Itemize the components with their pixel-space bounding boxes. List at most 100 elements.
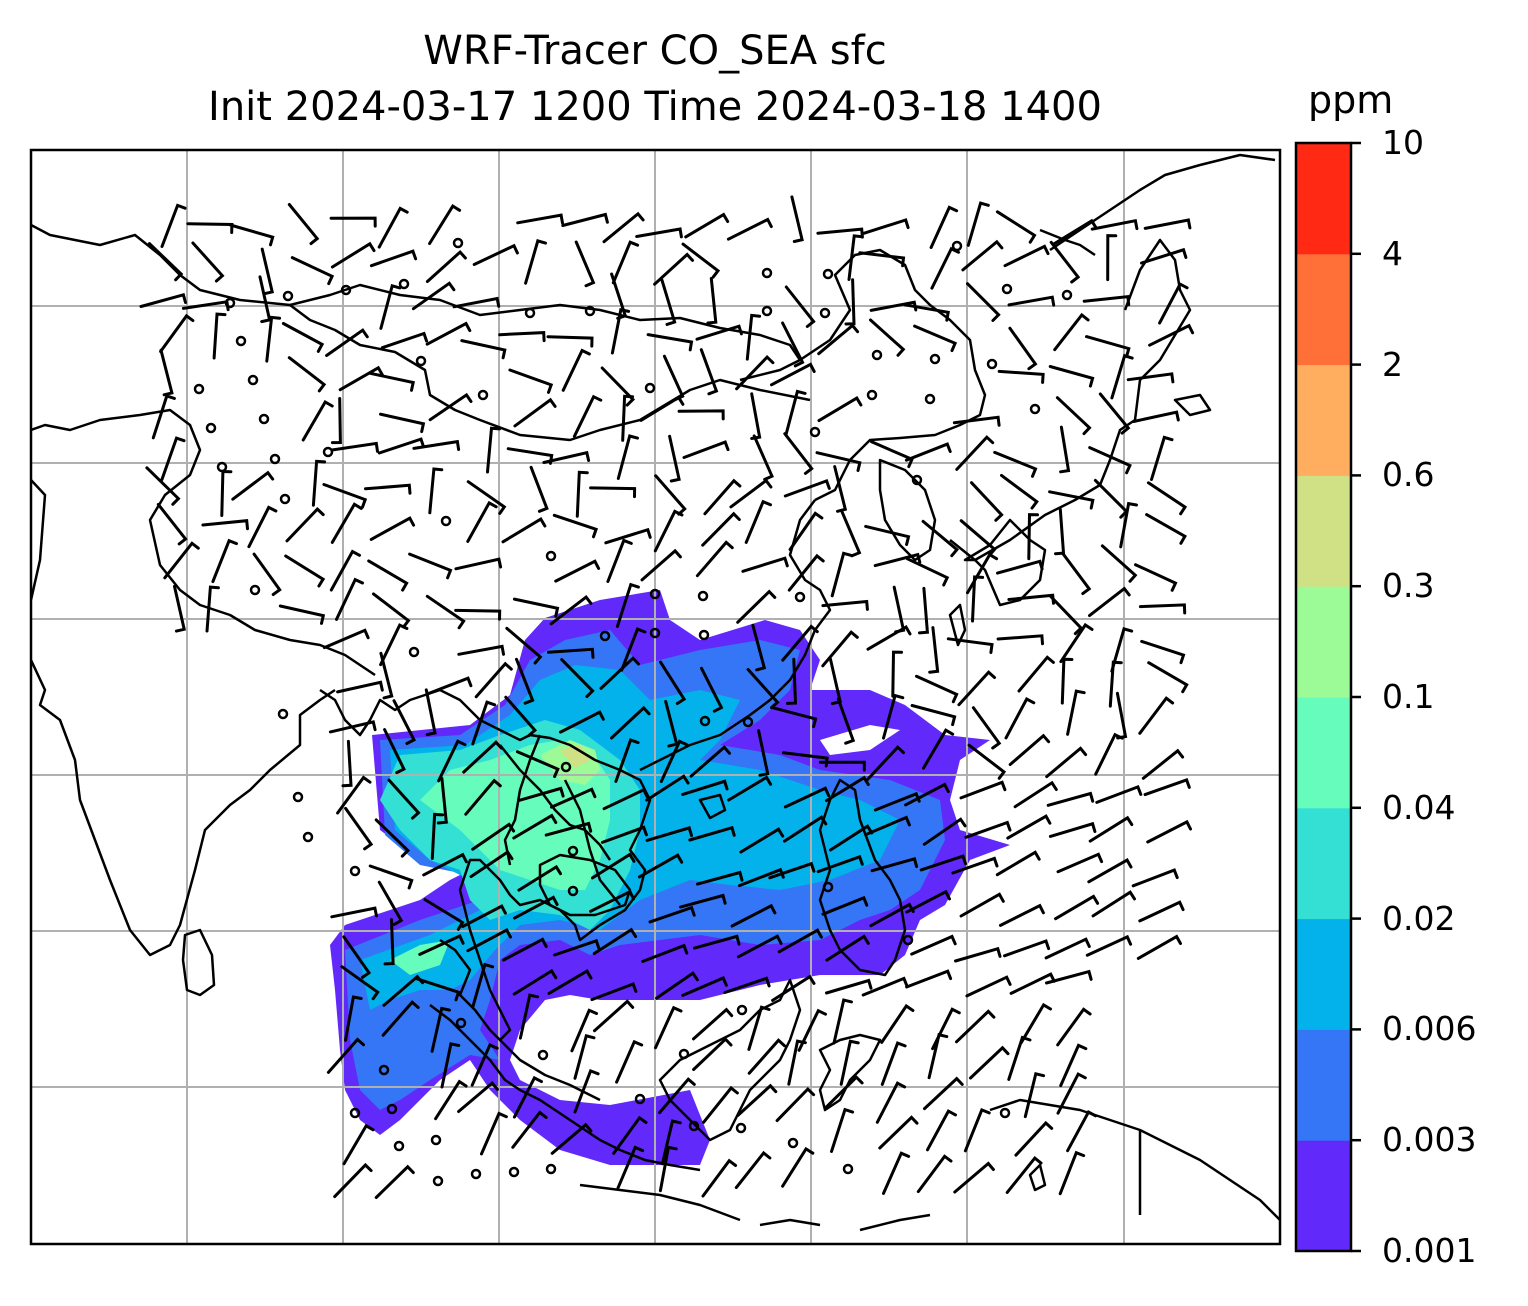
wind-barb — [1134, 563, 1178, 592]
wind-barb — [736, 1083, 778, 1117]
wind-barb — [589, 889, 635, 913]
wind-barb — [966, 282, 1001, 322]
wind-barb — [415, 977, 461, 1002]
wind-barb — [996, 634, 1044, 646]
wind-barb — [461, 904, 507, 928]
wind-barb — [847, 234, 864, 281]
wind-barb — [159, 313, 195, 353]
wind-barb — [869, 318, 906, 357]
wind-barb — [517, 786, 565, 803]
colorbar-unit-label: ppm — [1308, 78, 1394, 122]
calm-wind-marker — [386, 1103, 398, 1115]
wind-barb — [736, 589, 777, 624]
wind-barb — [367, 559, 409, 592]
wind-barb — [600, 825, 648, 844]
wind-barb — [512, 597, 560, 618]
wind-barb — [875, 1081, 907, 1124]
wind-barb — [549, 595, 593, 626]
wind-barb — [953, 1161, 995, 1194]
wind-barb — [861, 976, 909, 997]
wind-barb — [1138, 696, 1175, 735]
wind-barb — [457, 1080, 499, 1113]
wind-barb — [929, 205, 959, 249]
wind-barb — [430, 812, 445, 860]
wind-barb — [681, 976, 728, 997]
calm-wind-marker — [1001, 283, 1013, 295]
wind-barb — [1009, 972, 1056, 995]
wind-barb — [466, 500, 498, 543]
wind-barb — [191, 241, 225, 283]
wind-barb — [173, 584, 186, 633]
wind-barb — [561, 348, 591, 392]
wind-barb — [590, 982, 638, 1002]
wind-barb — [1007, 295, 1056, 307]
wind-barb — [1019, 1002, 1052, 1045]
wind-barb — [1008, 326, 1038, 371]
calm-wind-marker — [871, 349, 883, 361]
wind-barb — [905, 889, 951, 914]
calm-wind-marker — [902, 934, 914, 946]
wind-barb — [786, 657, 798, 705]
wind-barb — [1056, 1007, 1092, 1047]
wind-barb — [873, 552, 922, 568]
calm-wind-marker — [277, 708, 289, 720]
wind-barb — [344, 995, 363, 1042]
wind-barb — [864, 524, 911, 546]
wind-barb — [301, 399, 334, 442]
wind-barb — [963, 1107, 991, 1153]
wind-barb — [923, 1076, 964, 1111]
wind-barb — [882, 693, 905, 740]
wind-barb — [374, 1164, 415, 1199]
calm-wind-marker — [302, 831, 314, 843]
wind-barb — [751, 623, 767, 672]
wind-barb — [338, 365, 384, 392]
wind-barb — [599, 656, 640, 690]
wind-barb — [1045, 969, 1093, 985]
wind-barb — [284, 554, 326, 588]
wind-barb — [930, 246, 960, 290]
coastline-china-east — [639, 499, 1047, 772]
wind-barb — [995, 850, 1041, 877]
colorbar-frame — [1294, 141, 1353, 1253]
wind-barb — [471, 700, 497, 746]
calm-wind-marker — [819, 307, 831, 319]
wind-barb — [783, 786, 831, 809]
wind-barb — [147, 242, 184, 282]
wind-barb — [771, 706, 818, 729]
wind-barb — [964, 820, 1012, 839]
wind-barb — [392, 699, 417, 745]
wind-barb — [1098, 392, 1131, 435]
wind-barb — [969, 1045, 1010, 1080]
wind-barb — [430, 1006, 451, 1053]
wind-barb — [703, 478, 742, 516]
wind-barb — [369, 249, 418, 268]
wind-barb — [411, 281, 456, 311]
wind-barb — [374, 818, 411, 858]
wind-barb — [1060, 657, 1074, 705]
wind-barb — [815, 451, 862, 472]
wind-barb — [1158, 282, 1189, 325]
calm-wind-marker — [537, 1049, 549, 1061]
wind-barb — [287, 203, 320, 246]
border-cambodia — [538, 853, 632, 917]
wind-barb — [866, 745, 905, 781]
calm-wind-marker — [477, 389, 489, 401]
wind-barb — [1066, 689, 1086, 736]
wind-barb — [1088, 815, 1134, 843]
wind-barb — [797, 1008, 827, 1052]
wind-barb — [1095, 784, 1143, 804]
wind-barb — [387, 778, 421, 820]
calm-wind-marker — [378, 1064, 390, 1076]
wind-barb — [1054, 894, 1100, 921]
wind-barb — [560, 658, 595, 698]
wind-barb — [959, 780, 1007, 800]
wind-barb — [471, 962, 495, 1009]
wind-barb — [1044, 937, 1091, 960]
map-frame — [29, 148, 1282, 1246]
wind-barb — [658, 1077, 696, 1115]
wind-barb — [383, 918, 395, 966]
wind-barb — [330, 397, 342, 445]
wind-barb — [660, 278, 677, 326]
wind-barb — [781, 624, 819, 662]
wind-barb — [377, 437, 425, 455]
